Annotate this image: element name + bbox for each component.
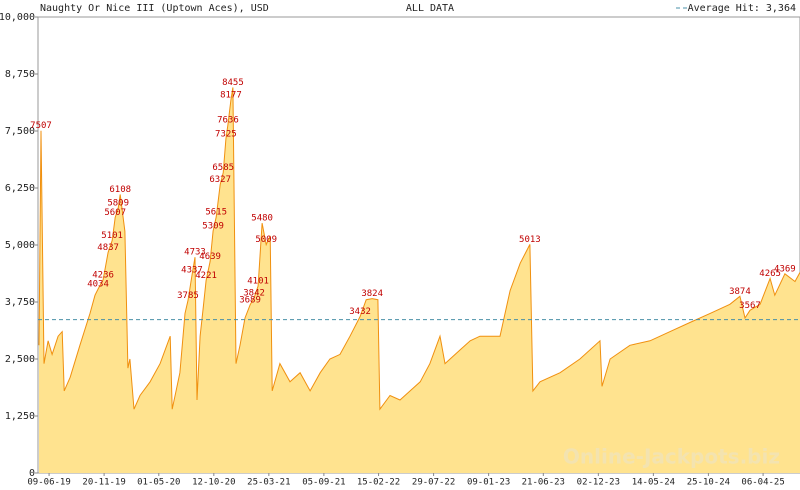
x-tick-label: 02-12-23	[577, 478, 620, 488]
data-label: 6327	[209, 175, 231, 185]
data-label: 3689	[239, 295, 261, 305]
data-label: 3874	[729, 287, 751, 297]
area	[39, 87, 800, 473]
y-tick-label: 10,000	[0, 12, 35, 23]
y-tick-label: 0	[29, 468, 35, 479]
y-tick-label: 1,250	[5, 411, 35, 422]
data-label: 4034	[87, 280, 109, 290]
x-tick-label: 15-02-22	[357, 478, 400, 488]
line	[38, 87, 800, 411]
data-label: 4337	[181, 266, 203, 276]
data-label: 5009	[255, 235, 277, 245]
data-label: 8177	[220, 91, 242, 101]
data-label: 5309	[202, 221, 224, 231]
data-label: 6108	[109, 185, 131, 195]
data-label: 6585	[212, 163, 234, 173]
data-label: 5013	[519, 235, 541, 245]
chart-subtitle: ALL DATA	[406, 3, 454, 14]
data-label: 4221	[195, 271, 217, 281]
x-tick-label: 25-03-21	[247, 478, 290, 488]
y-tick-label: 2,500	[5, 354, 35, 365]
x-tick-label: 21-06-23	[522, 478, 565, 488]
average-legend: Average Hit: 3,364	[688, 3, 796, 14]
data-label: 5480	[251, 214, 273, 224]
y-tick-label: 3,750	[5, 297, 35, 308]
data-label: 3432	[349, 307, 371, 317]
data-label: 3785	[177, 291, 199, 301]
data-label: 3567	[739, 301, 761, 311]
data-label: 4369	[774, 264, 796, 274]
data-label: 7507	[30, 121, 52, 131]
data-label: 7325	[215, 129, 237, 139]
x-tick-label: 05-09-21	[302, 478, 345, 488]
data-label: 4733	[184, 248, 206, 258]
y-tick-label: 5,000	[5, 240, 35, 251]
data-label: 4265	[759, 269, 781, 279]
chart-title: Naughty Or Nice III (Uptown Aces), USD	[40, 3, 269, 14]
x-tick-label: 12-10-20	[192, 478, 235, 488]
data-label: 4837	[97, 243, 119, 253]
watermark: Online-Jackpots.biz	[563, 445, 780, 469]
y-tick-label: 7,500	[5, 126, 35, 137]
x-tick-label: 06-04-25	[741, 478, 784, 488]
data-label: 3824	[361, 289, 383, 299]
data-label: 4101	[247, 276, 269, 286]
x-tick-label: 01-05-20	[137, 478, 180, 488]
x-tick-label: 20-11-19	[82, 478, 125, 488]
x-tick-label: 25-10-24	[687, 478, 730, 488]
data-label: 5101	[101, 231, 123, 241]
data-label: 5615	[205, 207, 227, 217]
data-label: 5607	[104, 208, 126, 218]
data-label: 4236	[92, 270, 114, 280]
x-tick-label: 14-05-24	[632, 478, 675, 488]
data-label: 5809	[107, 199, 129, 209]
x-tick-label: 29-07-22	[412, 478, 455, 488]
x-tick-label: 09-06-19	[27, 478, 70, 488]
data-label: 3842	[243, 288, 265, 298]
data-label: 7636	[217, 115, 239, 125]
data-label: 4639	[199, 252, 221, 262]
data-label: 8455	[222, 78, 244, 88]
y-tick-label: 6,250	[5, 183, 35, 194]
y-tick-label: 8,750	[5, 69, 35, 80]
x-tick-label: 09-01-23	[467, 478, 510, 488]
